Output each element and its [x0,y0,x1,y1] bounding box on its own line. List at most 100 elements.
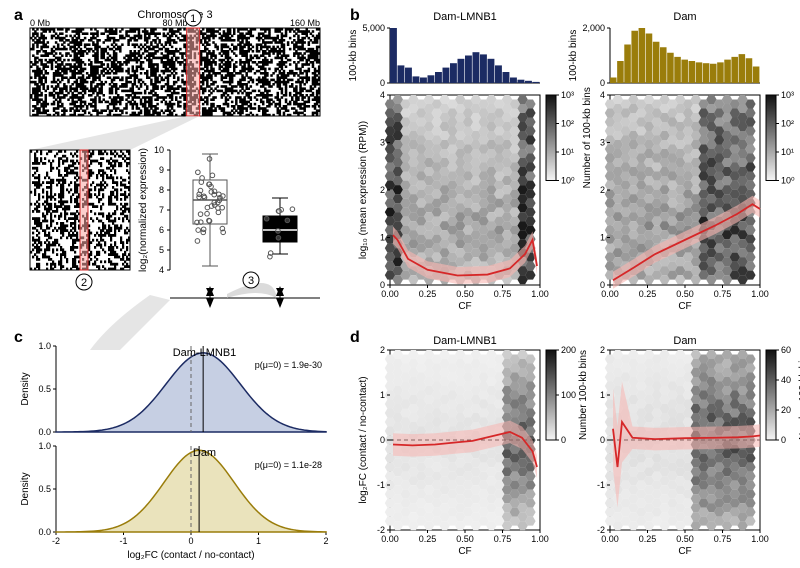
hist-ylabel: 100-kb bins [568,30,579,82]
hist-bar [667,53,674,83]
d-colorbar [546,350,556,440]
hist-bar [731,57,738,83]
cbar-tick: 10¹ [781,147,794,157]
hist-bar [681,60,688,83]
ytick: 0 [380,435,385,445]
zoom-guide [30,116,200,150]
panel-a-label: a [14,7,23,24]
ytick: -1 [377,480,385,490]
jitter-point [276,229,281,234]
ytick: 9 [159,165,164,175]
xlabel: CF [458,301,471,312]
panel-b-label: b [350,7,360,24]
ytick: 1.0 [38,441,51,451]
hist-bar [390,28,397,83]
ytick: 2 [600,345,605,355]
hist-bar [610,78,617,84]
cbar-tick: 10² [781,119,794,129]
xtick: 0.00 [601,289,619,299]
xtick: 160 Mb [290,18,320,28]
ytick: 0 [600,435,605,445]
ytick: 1.0 [38,341,51,351]
jitter-point [285,218,290,223]
xtick: 1 [256,536,261,546]
xtick: 1.00 [751,534,769,544]
cbar-label: Number of 100-kb bins [582,87,593,188]
d-colorbar [766,350,776,440]
ytick: 8 [159,185,164,195]
p-value: p(μ=0) = 1.1e-28 [255,460,322,470]
ytick: 0 [600,78,605,88]
hist-bar [739,54,746,83]
cbar-tick: 10¹ [561,147,574,157]
hist-bar [703,63,710,83]
hist-bar [450,63,457,83]
hex-overlay [605,95,756,284]
d-sub-title: Dam-LMNB1 [433,335,497,347]
xtick: 0.75 [714,289,732,299]
ytick: 4 [159,265,164,275]
xtick: 0.50 [676,534,694,544]
ytick: 0.5 [38,484,51,494]
hist-bar [689,61,696,83]
xtick: 0 Mb [30,18,50,28]
hist-bar [480,54,487,83]
hist-bar [724,60,731,83]
ytick: 2 [380,185,385,195]
ytick: 0.0 [38,527,51,537]
box-ylabel: log₂(normalized expression) [138,148,149,272]
hist-bar [413,76,420,83]
connector-a-to-c [90,295,170,350]
hist-bar [746,58,753,83]
ytick: 5 [159,245,164,255]
ytick: 0.5 [38,384,51,394]
sub-title: Dam-LMNB1 [433,11,497,23]
jitter-point [268,251,273,256]
ytick: 5,000 [362,23,385,33]
xtick: 0.50 [456,289,474,299]
ytick: -2 [377,525,385,535]
cbar-tick: 10² [561,119,574,129]
jitter-point [290,207,295,212]
hist-bar [710,64,717,83]
hist-bar [653,42,660,83]
hist-bar [617,61,624,83]
xlabel: CF [678,301,691,312]
ytick: 1 [380,233,385,243]
ytick: 4 [380,90,385,100]
circle-1-label: 1 [190,13,196,25]
hist-bar [443,68,450,83]
cbar-label: Number 100-kb bins [578,350,589,440]
cbar-tick: 0 [781,435,786,445]
ytick: 0 [600,280,605,290]
hist-bar [495,65,502,83]
xtick: 0.75 [494,534,512,544]
xtick: 0.25 [419,534,437,544]
highlight-zoom [80,150,88,270]
c-ylabel: Density [20,372,31,405]
cbar-tick: 60 [781,345,791,355]
cbar-tick: 10³ [781,90,794,100]
xtick: 80 Mb [162,18,187,28]
hist-bar [435,72,442,83]
hist-bar [503,72,510,83]
xtick: -1 [119,536,127,546]
hist-bar [717,62,724,83]
ytick: -2 [597,525,605,535]
ytick: 7 [159,205,164,215]
hist-bar [646,34,653,84]
hist-bar [753,67,760,84]
hist-bar [624,45,631,84]
hist-bar [405,68,412,83]
d-ylabel: log₂FC (contact / no-contact) [358,376,369,503]
xtick: 2 [323,536,328,546]
hist-bar [631,31,638,83]
hist-bar [696,62,703,83]
ytick: 3 [380,138,385,148]
xtick: -2 [52,536,60,546]
jitter-point [195,239,200,244]
cbar-tick: 100 [561,390,576,400]
colorbar [766,95,776,181]
colorbar [546,95,556,181]
ytick: 0 [380,78,385,88]
